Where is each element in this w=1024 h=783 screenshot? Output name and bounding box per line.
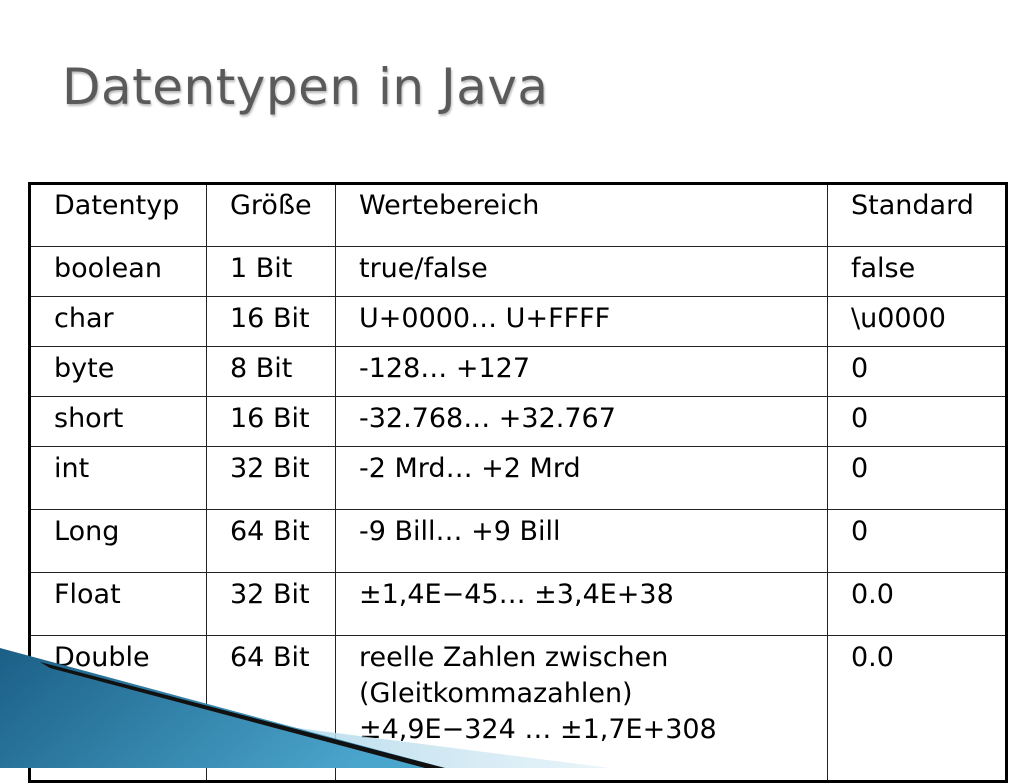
cell-groesse: 16 Bit — [206, 296, 336, 347]
table-row: char 16 Bit U+0000… U+FFFF \u0000 — [29, 296, 1007, 347]
header-wertebereich: Wertebereich — [335, 183, 828, 247]
cell-datentyp: Float — [29, 572, 207, 636]
cell-wertebereich: -32.768… +32.767 — [335, 396, 828, 447]
cell-groesse: 64 Bit — [206, 509, 336, 573]
table-row: short 16 Bit -32.768… +32.767 0 — [29, 396, 1007, 447]
table-row: Float 32 Bit ±1,4E−45… ±3,4E+38 0.0 — [29, 572, 1007, 636]
cell-datentyp: Long — [29, 509, 207, 573]
table-row: int 32 Bit -2 Mrd… +2 Mrd 0 — [29, 446, 1007, 510]
table-row: boolean 1 Bit true/false false — [29, 246, 1007, 297]
cell-datentyp: byte — [29, 346, 207, 397]
range-line: (Gleitkommazahlen) — [359, 678, 633, 709]
table-row: Double 64 Bit reelle Zahlen zwischen (Gl… — [29, 635, 1007, 782]
cell-groesse: 8 Bit — [206, 346, 336, 397]
cell-wertebereich: true/false — [335, 246, 828, 297]
cell-groesse: 16 Bit — [206, 396, 336, 447]
cell-groesse: 1 Bit — [206, 246, 336, 297]
datatype-table: Datentyp Größe Wertebereich Standard boo… — [28, 182, 1008, 783]
range-line: reelle Zahlen zwischen — [359, 642, 669, 673]
slide-title: Datentypen in Java — [62, 58, 549, 116]
cell-groesse: 32 Bit — [206, 446, 336, 510]
cell-datentyp: short — [29, 396, 207, 447]
header-groesse: Größe — [206, 183, 336, 247]
cell-standard: 0.0 — [827, 572, 1007, 636]
cell-groesse: 64 Bit — [206, 635, 336, 782]
table-row: Long 64 Bit -9 Bill… +9 Bill 0 — [29, 509, 1007, 573]
cell-standard: \u0000 — [827, 296, 1007, 347]
cell-datentyp: int — [29, 446, 207, 510]
range-line: ±4,9E−324 … ±1,7E+308 — [359, 714, 717, 745]
cell-wertebereich: U+0000… U+FFFF — [335, 296, 828, 347]
cell-standard: 0 — [827, 346, 1007, 397]
cell-standard: 0 — [827, 509, 1007, 573]
table-row: byte 8 Bit -128… +127 0 — [29, 346, 1007, 397]
cell-standard: false — [827, 246, 1007, 297]
cell-wertebereich: ±1,4E−45… ±3,4E+38 — [335, 572, 828, 636]
cell-groesse: 32 Bit — [206, 572, 336, 636]
cell-standard: 0 — [827, 396, 1007, 447]
cell-standard: 0.0 — [827, 635, 1007, 782]
cell-datentyp: boolean — [29, 246, 207, 297]
cell-standard: 0 — [827, 446, 1007, 510]
header-standard: Standard — [827, 183, 1007, 247]
header-datentyp: Datentyp — [29, 183, 207, 247]
table-header-row: Datentyp Größe Wertebereich Standard — [29, 183, 1007, 247]
cell-datentyp: Double — [29, 635, 207, 782]
cell-wertebereich: -2 Mrd… +2 Mrd — [335, 446, 828, 510]
cell-datentyp: char — [29, 296, 207, 347]
cell-wertebereich: -9 Bill… +9 Bill — [335, 509, 828, 573]
cell-wertebereich: reelle Zahlen zwischen (Gleitkommazahlen… — [335, 635, 828, 782]
cell-wertebereich: -128… +127 — [335, 346, 828, 397]
